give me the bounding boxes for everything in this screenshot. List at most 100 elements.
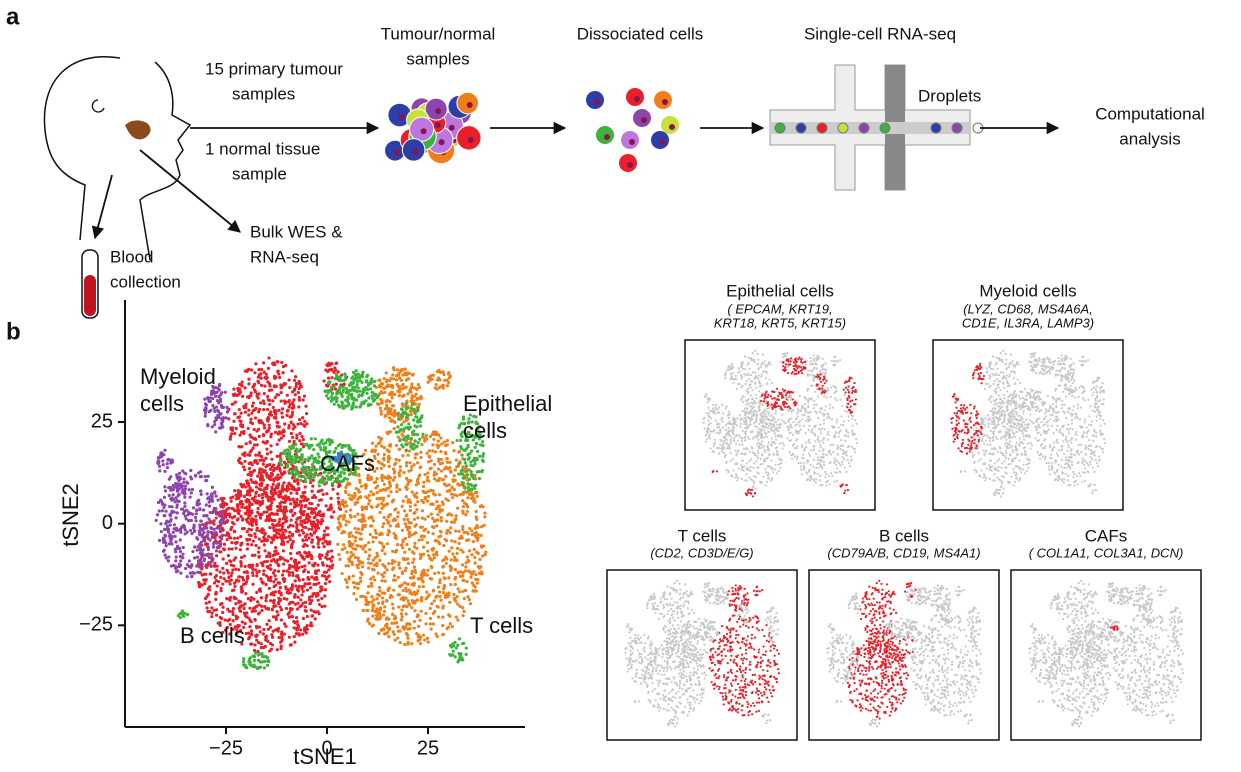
cell-dot: [406, 413, 410, 418]
cell-dot: [282, 622, 287, 626]
cell-dot: [246, 597, 250, 601]
cell-dot: [291, 427, 295, 431]
cell-dot: [257, 419, 261, 424]
cell-dot: [357, 518, 361, 523]
cell-dot: [474, 573, 478, 577]
cell-dot: [228, 515, 232, 519]
cell-dot: [206, 496, 211, 500]
cell-dot: [397, 458, 401, 462]
cell-dot: [767, 464, 771, 468]
cell-dot: [402, 471, 406, 475]
cell-dot: [232, 588, 236, 592]
cell-dot: [284, 606, 289, 611]
cell-dot: [164, 544, 168, 548]
cell-dot: [439, 598, 443, 602]
cell-dot: [168, 533, 172, 537]
cell-dot: [387, 586, 392, 590]
cell-dot: [178, 563, 183, 567]
cell-dot: [384, 413, 388, 417]
cell-dot: [253, 609, 257, 613]
cell-dot: [210, 390, 214, 395]
cell-dot: [429, 459, 433, 463]
cell-dot: [196, 503, 200, 507]
cell-dot: [404, 495, 408, 499]
cell-dot: [252, 597, 256, 601]
cell-dot: [380, 596, 384, 600]
cell-dot: [432, 437, 436, 441]
cell-dot: [297, 474, 301, 478]
cell-dot: [459, 652, 463, 656]
cell-dot: [742, 465, 746, 468]
cell-dot: [258, 503, 262, 507]
cell-dot: [267, 659, 271, 664]
cell-dot: [460, 658, 464, 662]
cell-dot: [245, 547, 249, 551]
cell-dot: [406, 453, 410, 457]
cell-dot: [291, 513, 295, 517]
cell-dot: [220, 537, 224, 541]
cell-dot: [286, 525, 291, 529]
cell-dot: [483, 511, 487, 515]
cell-dot: [359, 579, 363, 583]
cell-dot: [295, 503, 299, 507]
cell-dot: [349, 550, 353, 555]
cell-dot: [195, 508, 199, 512]
cell-dot: [390, 396, 394, 400]
cell-dot: [408, 500, 413, 504]
cell-dot: [409, 412, 413, 416]
cell-dot: [774, 412, 777, 415]
cell-dot: [729, 451, 732, 455]
cell-dot: [380, 506, 384, 510]
cell-dot: [436, 615, 441, 619]
cell-dot: [471, 459, 475, 463]
cell-dot: [407, 530, 411, 534]
cell-dot: [765, 457, 768, 460]
cell-dot: [396, 543, 400, 547]
cell-dot: [308, 515, 312, 519]
cell-dot: [285, 488, 289, 492]
cell-dot: [432, 473, 436, 477]
cell-dot: [479, 544, 484, 548]
cell-dot: [214, 416, 218, 420]
cell-dot: [268, 555, 272, 559]
cell-dot: [224, 533, 228, 537]
cell-dot: [391, 404, 396, 408]
cell-dot: [226, 619, 230, 623]
cell-dot: [227, 535, 231, 539]
cell-dot: [279, 436, 283, 440]
cell-dot: [382, 386, 386, 391]
cell-dot: [441, 623, 445, 628]
cell-dot: [419, 609, 423, 613]
cell-dot: [752, 466, 755, 469]
cell-dot: [212, 608, 216, 613]
cell-dot: [263, 532, 267, 537]
cell-dot: [276, 473, 280, 477]
cell-dot: [347, 575, 351, 579]
cell-dot: [351, 553, 355, 557]
cell-dot: [215, 564, 219, 568]
cell-dot: [442, 440, 447, 444]
cell-dot: [271, 629, 275, 633]
cell-dot: [409, 399, 413, 403]
cell-dot: [231, 627, 235, 631]
cell-dot: [739, 436, 742, 439]
cell-dot: [258, 516, 263, 520]
cell-dot: [391, 373, 395, 377]
cell-dot: [301, 398, 305, 402]
cell-dot: [767, 477, 770, 480]
cell-dot: [237, 575, 242, 579]
cell-dot: [279, 608, 284, 612]
cell-dot: [281, 569, 286, 573]
cell-dot: [317, 581, 321, 585]
cell-dot: [414, 445, 418, 449]
cell-dot: [249, 633, 254, 637]
cell-dot: [414, 523, 418, 527]
cell-dot: [419, 450, 423, 454]
cell-dot: [730, 436, 733, 439]
cell-dot: [274, 409, 278, 413]
cell-dot: [204, 503, 208, 507]
y-axis-label: tSNE2: [58, 483, 83, 547]
cell-dot: [465, 538, 469, 542]
cell-dot: [359, 594, 363, 599]
cell-dot: [344, 523, 348, 527]
